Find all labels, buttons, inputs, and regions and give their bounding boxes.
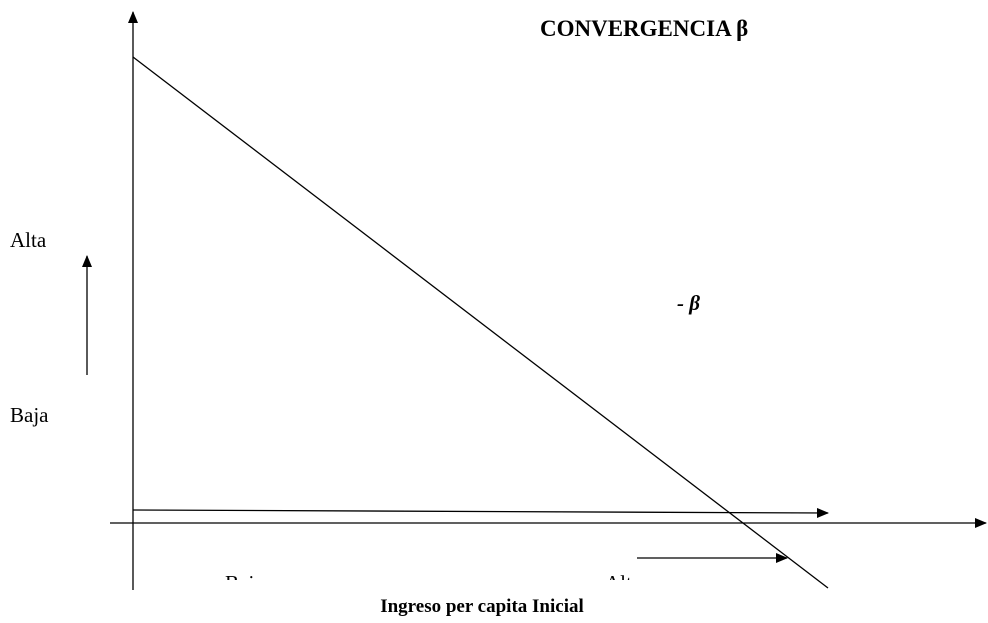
y-label-high: Alta (10, 228, 47, 252)
convergence-line (132, 56, 829, 589)
slope-label: - β (677, 291, 700, 315)
x-axis-title: Ingreso per capita Inicial (380, 596, 584, 617)
x-label-high: Alto (605, 571, 642, 595)
horizontal-arrow (132, 507, 829, 518)
x-label-low: Bajo (225, 571, 265, 595)
x-labels: Bajo Alto (225, 571, 642, 595)
y-label-low: Baja (10, 403, 49, 427)
title: CONVERGENCIA β (540, 16, 748, 41)
